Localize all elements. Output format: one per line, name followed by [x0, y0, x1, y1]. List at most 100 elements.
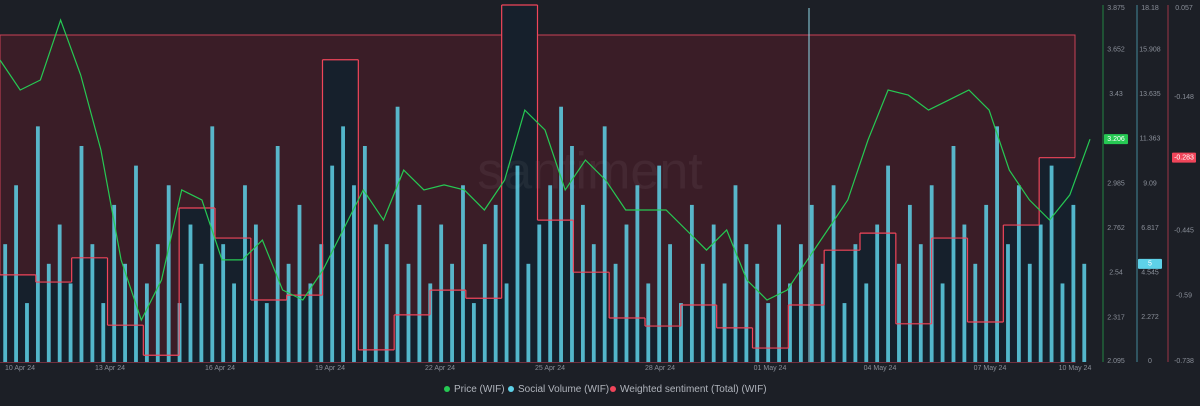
volume-bar	[352, 185, 356, 362]
volume-bar	[112, 204, 117, 362]
volume-bar	[264, 303, 269, 362]
volume-bar	[90, 244, 95, 362]
volume-bar	[526, 263, 531, 362]
last-value-badge	[1138, 258, 1162, 269]
last-value-label: -0.283	[1174, 155, 1194, 162]
volume-bar	[711, 224, 716, 362]
x-tick-label: 25 Apr 24	[535, 365, 565, 372]
y-tick-label: 4.545	[1141, 270, 1159, 277]
y-tick-label: 3.652	[1107, 47, 1125, 54]
x-tick-label: 07 May 24	[974, 365, 1007, 372]
volume-bar	[809, 204, 814, 362]
volume-bar	[166, 185, 171, 362]
volume-bar	[777, 224, 781, 362]
volume-bar	[962, 224, 967, 362]
volume-bar	[842, 303, 847, 362]
volume-bar	[559, 106, 563, 362]
legend-swatch	[610, 386, 616, 392]
volume-bar	[46, 263, 51, 362]
volume-bar	[330, 165, 335, 362]
volume-bar	[101, 303, 106, 362]
axes: 3.875 3.652 3.43 2.985 2.762 2.54 2.317 2.095 18…	[5, 5, 1196, 372]
volume-bar	[439, 224, 444, 362]
volume-bar	[907, 204, 912, 362]
sentiment-area-segment	[179, 207, 216, 362]
x-tick-label: 10 May 24	[1059, 365, 1092, 372]
y-tick-label: 6.817	[1141, 225, 1159, 232]
volume-bar	[788, 283, 792, 362]
legend-label: Social Volume (WIF)	[518, 384, 609, 395]
volume-bar	[144, 283, 149, 362]
volume-bar	[232, 283, 236, 362]
volume-bar	[537, 224, 542, 362]
y-tick-label: -0.445	[1174, 227, 1194, 234]
volume-bar	[1060, 283, 1065, 362]
volume-bar	[700, 263, 705, 362]
volume-bar	[461, 185, 465, 362]
sentiment-area-segment	[680, 304, 718, 362]
volume-bar	[918, 244, 923, 362]
volume-bar	[504, 283, 509, 362]
y-tick-label: 2.54	[1109, 270, 1123, 277]
sentiment-area-segment	[645, 326, 682, 362]
y-tick-label: 15.908	[1139, 46, 1161, 53]
volume-bar	[864, 283, 869, 362]
lines	[0, 4, 1091, 356]
x-tick-label: 28 Apr 24	[645, 365, 675, 372]
volume-bar	[243, 185, 247, 362]
volume-bar	[624, 224, 629, 362]
volume-bar	[613, 263, 618, 362]
volume-bar	[417, 204, 422, 362]
volume-bar	[755, 263, 760, 362]
volume-bar	[341, 126, 345, 362]
y-tick-label: 13.635	[1139, 91, 1161, 98]
legend-swatch	[508, 386, 514, 392]
volume-bar	[253, 224, 258, 362]
volume-bar	[450, 263, 454, 362]
y-tick-label: 0.057	[1175, 5, 1193, 12]
y-tick-label: 2.095	[1107, 358, 1125, 365]
x-tick-label: 04 May 24	[864, 365, 897, 372]
y-tick-label: 3.875	[1107, 5, 1125, 12]
y-tick-label: -0.148	[1174, 94, 1194, 101]
volume-bar	[668, 244, 672, 362]
volume-bar	[319, 244, 324, 362]
volume-bar	[515, 165, 520, 362]
last-value-label: 5	[1148, 261, 1152, 268]
volume-bar	[798, 244, 803, 362]
volume-bar	[1071, 204, 1076, 362]
y-tick-label: -0.738	[1174, 358, 1194, 365]
sentiment-area-segment	[788, 304, 825, 362]
volume-bar	[1006, 244, 1010, 362]
volume-bar	[308, 283, 313, 362]
volume-bar	[57, 224, 62, 362]
sentiment-area-segment	[430, 290, 467, 362]
x-tick-label: 13 Apr 24	[95, 365, 125, 372]
sentiment-area-segment	[143, 355, 180, 362]
volume-bar	[406, 263, 411, 362]
volume-bar	[221, 244, 226, 362]
volume-bar	[897, 263, 901, 362]
volume-bar	[79, 145, 84, 362]
last-value-badge	[1104, 134, 1128, 145]
watermark: santiment	[477, 143, 703, 201]
volume-bar	[635, 185, 640, 362]
volume-bar	[68, 283, 73, 362]
volume-bar	[493, 204, 498, 362]
sentiment-area-segment	[895, 323, 933, 362]
volume-bar	[35, 126, 40, 362]
legend: Price (WIF) Social Volume (WIF) Weighted s…	[444, 384, 767, 395]
legend-swatch	[444, 386, 450, 392]
volume-bar	[657, 165, 662, 362]
volume-bar	[471, 303, 476, 362]
last-value-badge	[1172, 152, 1196, 163]
x-tick-label: 19 Apr 24	[315, 365, 345, 372]
y-tick-label: 2.985	[1107, 180, 1125, 187]
sentiment-area-segment	[394, 314, 431, 362]
volume-bar	[14, 185, 18, 362]
volume-bar	[602, 126, 607, 362]
volume-bar	[766, 303, 771, 362]
volume-bar	[580, 204, 585, 362]
volume-bar	[689, 204, 694, 362]
